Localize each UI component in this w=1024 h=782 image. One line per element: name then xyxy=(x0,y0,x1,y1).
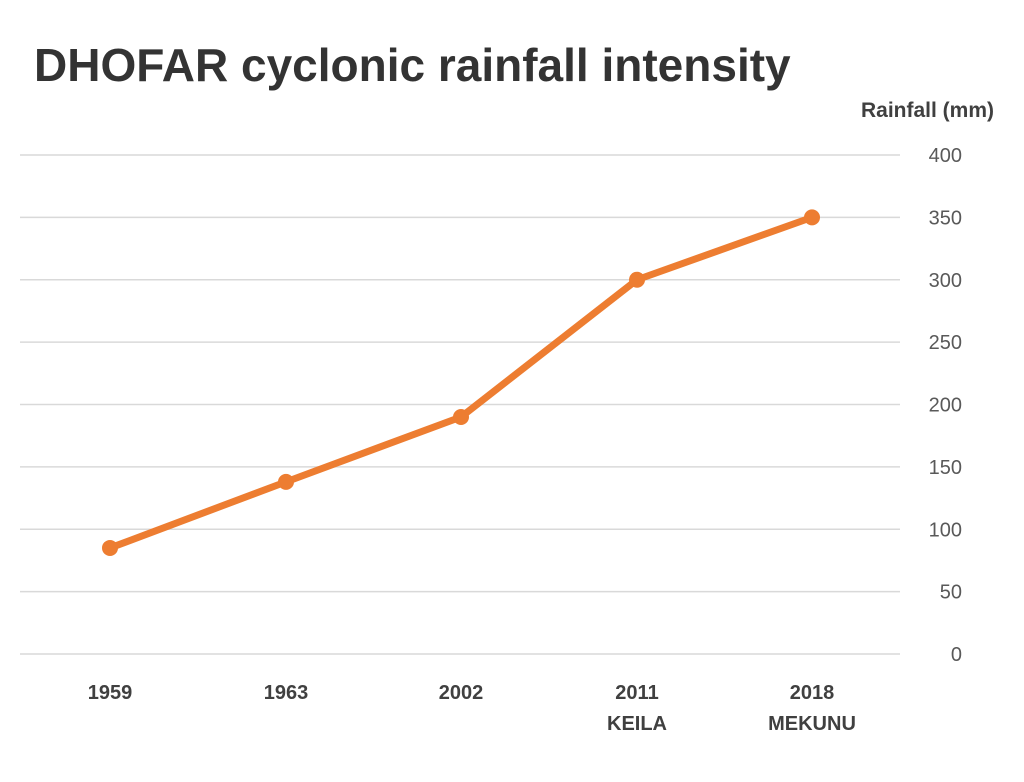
y-tick-label: 0 xyxy=(951,644,962,666)
y-tick-label: 400 xyxy=(929,145,962,167)
data-point xyxy=(804,209,820,226)
y-axis-label: Rainfall (mm) xyxy=(861,99,994,122)
y-tick-label: 300 xyxy=(929,270,962,292)
x-tick-label: MEKUNU xyxy=(768,713,856,735)
data-point xyxy=(629,271,645,288)
x-tick-label: 2018 xyxy=(790,682,835,704)
x-tick-label: 1959 xyxy=(88,682,133,704)
y-tick-label: 100 xyxy=(929,519,962,541)
y-tick-label: 150 xyxy=(929,457,962,479)
y-tick-label: 50 xyxy=(940,582,962,604)
x-tick-label: 2002 xyxy=(439,682,484,704)
data-point xyxy=(453,408,469,425)
series-layer xyxy=(102,209,820,556)
series-line xyxy=(106,213,816,552)
data-point xyxy=(278,473,294,490)
x-tick-label: 2011 xyxy=(615,682,658,704)
x-tick-label: 1963 xyxy=(264,682,309,704)
data-point xyxy=(102,539,118,556)
y-axis-ticks: 0 50 100 150 200 250 300 350 400 xyxy=(929,145,962,666)
y-tick-label: 350 xyxy=(929,207,962,229)
chart-title: DHOFAR cyclonic rainfall intensity xyxy=(34,39,791,91)
x-tick-label: KEILA xyxy=(607,713,667,735)
x-axis-ticks: 1959 1963 2002 2011 KEILA 2018 MEKUNU xyxy=(88,682,856,735)
y-tick-label: 200 xyxy=(929,395,962,417)
y-tick-label: 250 xyxy=(929,332,962,354)
